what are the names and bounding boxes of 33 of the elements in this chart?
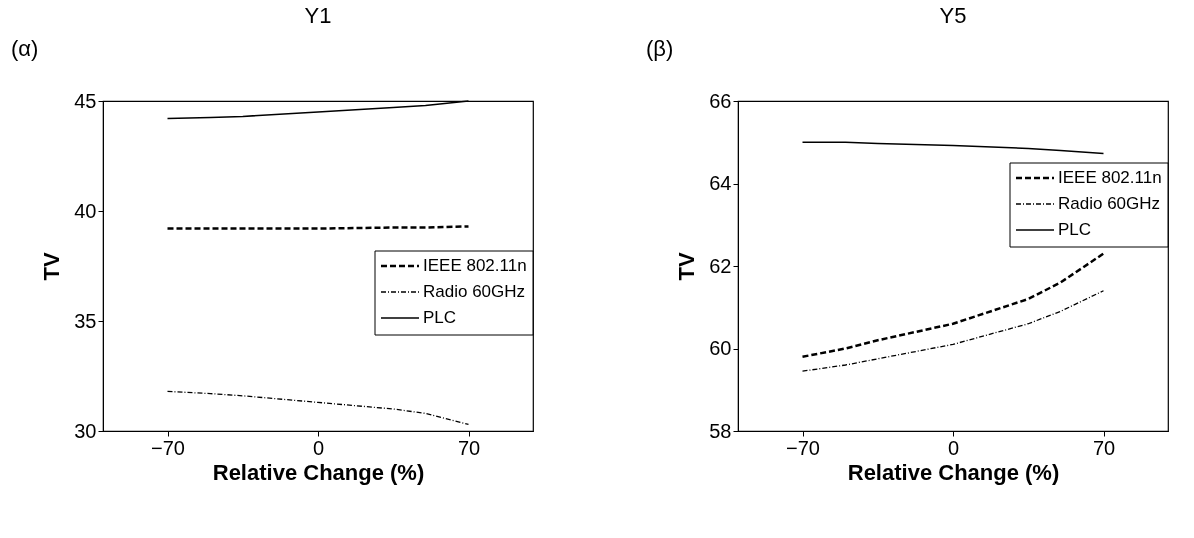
line-series [801, 252, 1105, 358]
line-series [166, 390, 470, 426]
x-axis-title: Relative Change (%) [212, 459, 425, 485]
legend-label: IEEE 802.11n [423, 256, 527, 275]
y-tick-label: 62 [709, 254, 732, 277]
x-tick-label: −70 [786, 436, 820, 459]
y-tick-label: 66 [709, 89, 732, 112]
legend-label: Radio 60GHz [1058, 194, 1161, 213]
y-tick-label: 45 [74, 89, 97, 112]
x-tick-label: 70 [457, 436, 481, 459]
x-tick-label: 0 [312, 436, 325, 459]
y-axis-title: TV [674, 252, 700, 281]
text: (α) [11, 36, 39, 61]
chart-title: Y5 [939, 3, 967, 28]
legend-label: PLC [423, 308, 457, 327]
legend-label: IEEE 802.11n [1058, 168, 1162, 187]
y-tick-label: 58 [709, 419, 732, 442]
y-tick-label: 64 [709, 172, 732, 194]
line-series [801, 290, 1105, 372]
x-tick-label: 0 [947, 436, 960, 459]
line-series [801, 141, 1105, 155]
x-tick-label: −70 [151, 436, 185, 459]
x-axis-title: Relative Change (%) [847, 459, 1060, 485]
legend-label: Radio 60GHz [423, 282, 526, 301]
chart-title: Y1 [304, 3, 332, 28]
y-tick-label: 60 [709, 337, 732, 359]
y-axis-title: TV [39, 252, 65, 281]
x-tick-label: 70 [1092, 436, 1116, 459]
y-tick-label: 35 [74, 309, 97, 332]
text: (β) [646, 36, 674, 61]
y-tick-label: 30 [74, 419, 97, 442]
legend-label: PLC [1058, 220, 1092, 239]
y-tick-label: 40 [74, 199, 97, 222]
